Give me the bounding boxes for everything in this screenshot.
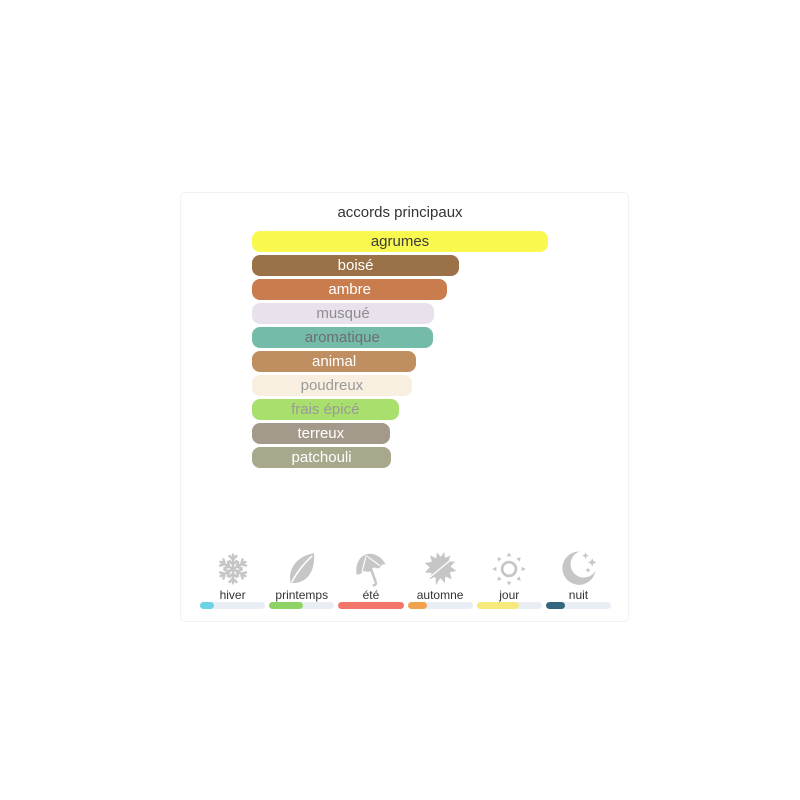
moon-icon (558, 549, 598, 589)
accord-bar: agrumes (252, 231, 548, 252)
season-nuit: nuit (545, 549, 612, 609)
season-label: jour (499, 588, 520, 602)
season-label: nuit (568, 588, 589, 602)
seasons-row: hiver printemps été automne jour nuit (200, 549, 612, 609)
accord-bar-label: frais épicé (291, 401, 360, 418)
season-meter (200, 602, 266, 609)
accord-bar: musqué (252, 303, 435, 324)
accord-bar-label: poudreux (300, 377, 364, 394)
accord-bar-label: musqué (316, 305, 370, 322)
season-printemps: printemps (269, 549, 335, 609)
accord-bar-label: animal (312, 353, 357, 370)
accord-bar-label: patchouli (291, 449, 352, 466)
season-meter (476, 602, 542, 609)
leaf-icon (283, 549, 321, 589)
season-ete: été (338, 549, 404, 609)
accords-chart: accords principaux agrumes boisé ambre musq… (252, 204, 548, 471)
season-label: été (362, 588, 380, 602)
season-meter (407, 602, 473, 609)
season-meter-fill (200, 602, 215, 609)
season-meter-fill (476, 602, 520, 609)
season-label: printemps (275, 588, 329, 602)
season-meter (338, 602, 404, 609)
chart-title: accords principaux (337, 204, 463, 221)
season-hiver: hiver (200, 549, 266, 609)
sun-icon (489, 549, 529, 589)
accord-bar-label: aromatique (304, 329, 380, 346)
umbrella-icon (351, 549, 391, 589)
accord-bar-label: ambre (328, 281, 371, 298)
season-label: automne (416, 588, 464, 602)
accord-bar-label: terreux (297, 425, 345, 442)
season-jour: jour (476, 549, 542, 609)
season-meter-fill (269, 602, 304, 609)
season-automne: automne (407, 549, 473, 609)
accord-bar: terreux (252, 423, 390, 444)
accord-bar: aromatique (252, 327, 433, 348)
season-meter-fill (545, 602, 565, 609)
accord-bar-label: boisé (337, 257, 374, 274)
accord-bar: boisé (252, 255, 460, 276)
accord-bar: ambre (252, 279, 448, 300)
accord-bar: poudreux (252, 375, 412, 396)
maple-leaf-icon (420, 549, 460, 589)
accord-bar: frais épicé (252, 399, 399, 420)
season-meter-fill (338, 602, 404, 609)
season-meter (269, 602, 335, 609)
snowflake-icon (214, 549, 252, 589)
accord-bar: patchouli (252, 447, 392, 468)
season-meter-fill (407, 602, 428, 609)
accord-bar-label: agrumes (370, 233, 430, 250)
season-label: hiver (219, 588, 246, 602)
season-meter (545, 602, 612, 609)
accords-bars: agrumes boisé ambre musqué aromatique animal p… (252, 231, 548, 468)
accord-bar: animal (252, 351, 417, 372)
